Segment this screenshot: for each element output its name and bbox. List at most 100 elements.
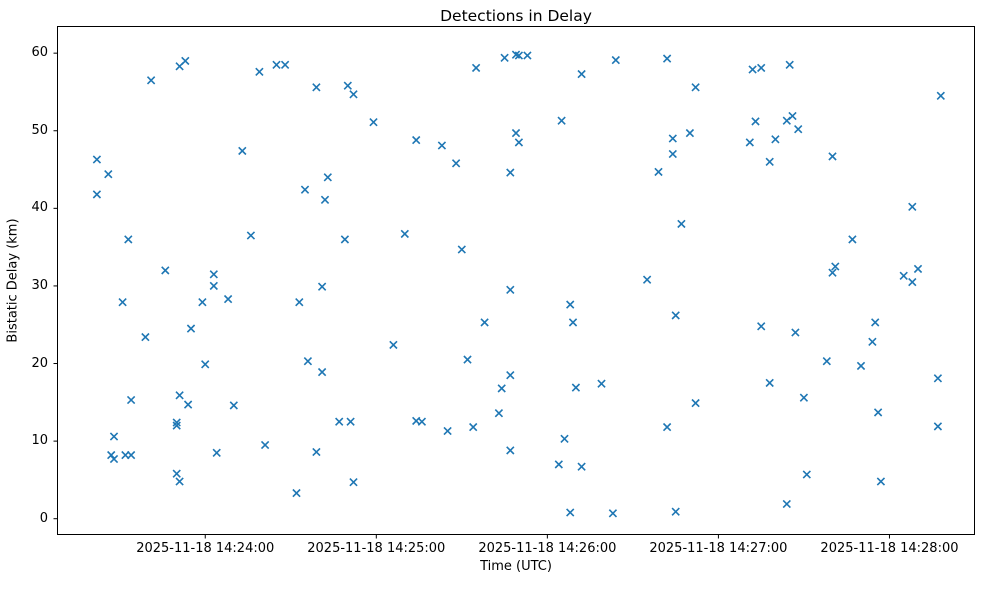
x-tick-label: 2025-11-18 14:24:00 [136,541,275,556]
scatter-point [92,190,102,199]
scatter-point [292,488,301,498]
scatter-point [209,270,218,279]
scatter-point [260,440,270,450]
scatter-point [933,422,943,431]
scatter-point [335,417,344,426]
scatter-point [109,432,119,441]
scatter-point [831,262,840,271]
scatter-point [198,298,207,307]
scatter-point [471,63,481,73]
scatter-point [161,266,170,275]
scatter-point [172,418,181,427]
scatter-point [323,173,332,182]
scatter-point [272,60,281,69]
scatter-point [828,152,837,161]
scatter-point [691,398,700,408]
scatter-point [175,477,184,486]
scatter-point [209,281,218,291]
scatter-point [500,53,509,62]
scatter-point [443,426,452,436]
chart-title: Detections in Delay [440,7,592,25]
scatter-point [349,478,358,487]
scatter-point [765,157,774,166]
scatter-point [782,499,791,509]
scatter-point [506,168,515,177]
scatter-point [785,60,794,69]
scatter-point [671,507,680,516]
scatter-point [181,56,190,66]
scatter-point [463,355,472,364]
scatter-point [794,125,803,134]
scatter-point [223,294,233,304]
scatter-point [933,374,943,383]
scatter-point [566,508,575,517]
scatter-point [172,421,181,430]
scatter-point [908,277,917,287]
scatter-point [802,470,811,479]
scatter-point [172,469,181,478]
scatter-point [320,195,330,204]
y-tick-label: 50 [31,122,48,138]
scatter-point [229,401,238,410]
scatter-point [868,337,877,346]
scatter-point [771,135,780,144]
scatter-point [899,271,908,280]
x-axis-label: Time (UTC) [480,559,552,574]
scatter-point [295,298,304,307]
scatter-point [186,324,196,333]
scatter-point [437,141,447,150]
y-tick-label: 60 [31,45,48,61]
scatter-point [126,450,136,460]
scatter-point [389,340,398,350]
scatter-point [146,76,156,85]
scatter-point [876,477,886,486]
scatter-point [871,318,880,327]
scatter-point [642,275,652,284]
scatter-point [514,51,524,60]
scatter-point [908,202,917,211]
y-tick-label: 20 [31,355,48,371]
scatter-point [312,83,321,92]
scatter-point [300,185,310,194]
scatter-point [369,118,378,127]
scatter-point [494,409,504,418]
scatter-point [175,391,184,400]
scatter-point [566,300,575,309]
scatter-point [480,318,489,327]
scatter-point [608,509,618,518]
scatter-point [183,400,193,409]
scatter-point [913,264,923,274]
y-tick-label: 10 [31,433,48,449]
scatter-point [557,116,566,125]
y-tick-label: 0 [39,510,48,526]
scatter-point [751,117,760,126]
scatter-point [511,128,521,138]
scatter-point [828,268,837,277]
scatter-point [745,138,754,147]
scatter-point [469,422,478,432]
scatter-point [280,60,290,69]
scatter-point [668,149,677,159]
scatter-point [343,81,352,90]
x-tick-label: 2025-11-18 14:27:00 [649,541,788,556]
scatter-point [765,378,774,388]
scatter-point [654,167,663,177]
scatter-point [791,328,800,337]
scatter-point [303,357,313,366]
scatter-point [936,91,945,100]
scatter-point [571,383,581,392]
plot-canvas [53,26,975,539]
x-tick-label: 2025-11-18 14:28:00 [820,541,959,556]
scatter-point [457,245,466,254]
scatter-point [677,219,686,229]
scatter-point [92,155,102,164]
scatter-point [685,128,695,138]
scatter-point [451,159,461,168]
scatter-point [506,371,515,380]
scatter-point [506,446,515,455]
scatter-point [662,54,672,63]
y-tick-label: 40 [31,200,48,216]
scatter-point [212,448,221,457]
scatter-point [873,408,883,417]
scatter-point [412,135,421,145]
